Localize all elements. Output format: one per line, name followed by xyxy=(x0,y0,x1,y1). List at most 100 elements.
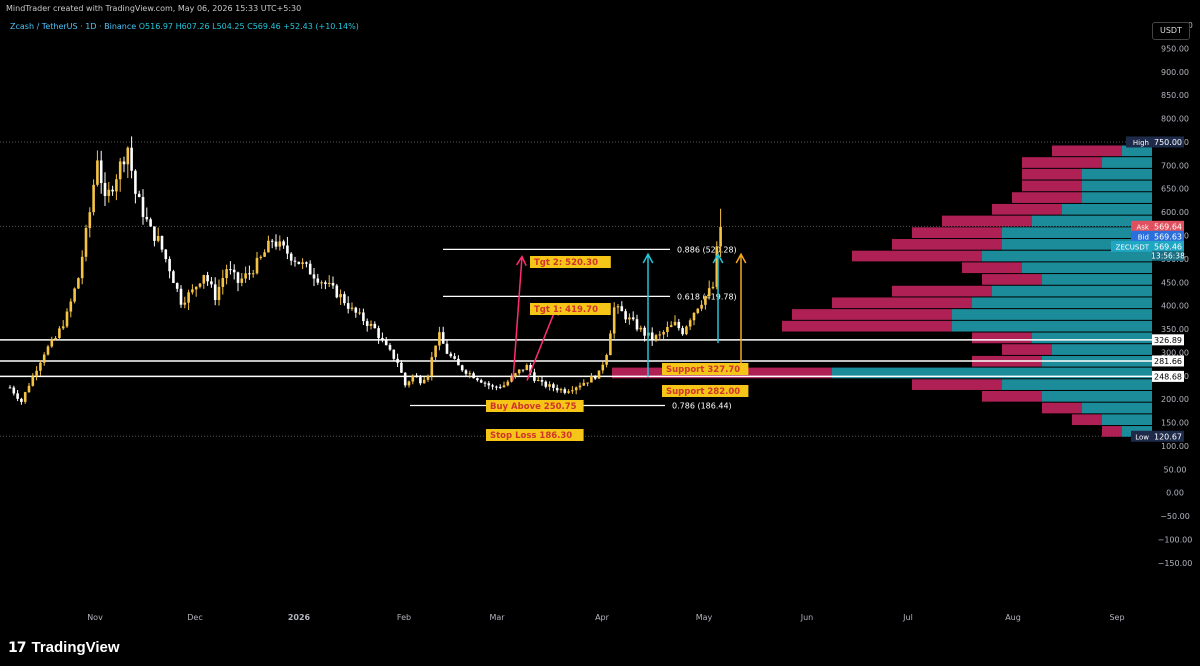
y-tick-label: −50.00 xyxy=(1160,512,1190,521)
candle-body xyxy=(259,256,263,258)
candle-body xyxy=(77,278,80,289)
candle-body xyxy=(445,343,449,354)
y-tick-label: −100.00 xyxy=(1158,535,1193,544)
candle-body xyxy=(411,375,415,382)
volume-profile-pink-bar xyxy=(1022,168,1082,180)
candle-body xyxy=(707,288,711,297)
price-tag-name-box xyxy=(1131,430,1152,442)
price-axis-bg xyxy=(1152,18,1200,630)
candle-body xyxy=(635,319,639,330)
volume-profile-pink-bar xyxy=(912,227,1002,239)
price-tag-box xyxy=(1152,430,1184,442)
candle-body xyxy=(39,362,42,371)
candle-body xyxy=(358,312,361,314)
cyan-up-arrow-head xyxy=(712,252,724,264)
y-tick-label: 950.00 xyxy=(1161,44,1189,53)
candle-body xyxy=(540,380,544,382)
volume-profile-pink-bar xyxy=(942,215,1032,227)
candle-body xyxy=(464,370,468,374)
price-tag-value: 750.00 xyxy=(1154,138,1182,147)
volume-profile-teal-bar xyxy=(832,367,1152,379)
annotation-box xyxy=(530,256,611,268)
fib-level-label: 0.886 (520.28) xyxy=(677,245,737,254)
candle-body xyxy=(495,386,498,388)
volume-profile-teal-bar xyxy=(1052,344,1152,355)
volume-profile-pink-bar xyxy=(852,250,982,262)
candle-body xyxy=(529,365,532,373)
candle-body xyxy=(229,269,232,271)
candle-body xyxy=(213,284,217,301)
candle-body xyxy=(240,278,244,283)
candle-body xyxy=(130,147,133,171)
candle-body xyxy=(506,381,510,386)
candle-body xyxy=(403,372,407,386)
candle-body xyxy=(339,294,342,298)
candle-body xyxy=(373,323,377,329)
candle-body xyxy=(111,189,114,192)
y-tick-label: 900.00 xyxy=(1161,68,1189,77)
price-tag-box xyxy=(1152,370,1184,382)
candle-body xyxy=(126,147,130,165)
price-tag-name-box xyxy=(1131,230,1152,242)
candle-body xyxy=(217,286,221,301)
candle-body xyxy=(316,278,320,283)
volume-profile-pink-bar xyxy=(972,332,1032,344)
candle-body xyxy=(419,377,422,384)
candle-body xyxy=(35,370,38,376)
candle-body xyxy=(198,283,202,287)
volume-profile-pink-bar xyxy=(1002,344,1052,355)
volume-profile-pink-bar xyxy=(1042,402,1082,414)
candle-body xyxy=(552,384,555,388)
candle-body xyxy=(574,387,578,391)
chart-credit: MindTrader created with TradingView.com,… xyxy=(6,4,302,13)
candle-body xyxy=(251,273,255,275)
candle-body xyxy=(593,376,597,379)
volume-profile-pink-bar xyxy=(962,262,1022,274)
candle-body xyxy=(616,306,620,308)
candle-body xyxy=(525,365,529,371)
candle-body xyxy=(324,282,327,284)
volume-profile-pink-bar xyxy=(982,390,1042,402)
symbol-line: Zcash / TetherUS · 1D · Binance O516.97 … xyxy=(10,22,359,31)
candle-body xyxy=(346,303,350,309)
candle-body xyxy=(73,288,76,302)
candle-body xyxy=(248,273,251,275)
currency-button[interactable]: USDT xyxy=(1152,22,1190,40)
candle-body xyxy=(628,317,631,320)
candle-body xyxy=(191,289,194,293)
countdown-box xyxy=(1152,250,1184,261)
annotation-label: Support 282.00 xyxy=(666,387,740,397)
fib-level-label: 0.618 (419.78) xyxy=(677,292,737,301)
candle-body xyxy=(115,179,118,192)
cyan-up-arrow-head xyxy=(642,252,654,264)
candle-body xyxy=(31,375,35,386)
volume-profile-pink-bar xyxy=(992,203,1062,215)
tradingview-logo[interactable]: 17 TradingView xyxy=(8,639,120,656)
candle-body xyxy=(536,380,540,382)
candle-body xyxy=(221,278,225,287)
price-tag-name: Ask xyxy=(1137,223,1150,231)
candle-body xyxy=(483,382,487,384)
candle-body xyxy=(103,182,107,196)
volume-profile-pink-bar xyxy=(1022,157,1102,168)
candle-body xyxy=(88,212,92,229)
price-tag-value: 569.63 xyxy=(1154,232,1182,241)
annotation-box xyxy=(662,385,749,397)
candle-body xyxy=(61,326,65,329)
candle-body xyxy=(236,272,240,283)
candle-body xyxy=(141,197,145,217)
volume-profile-pink-bar xyxy=(912,379,1002,390)
candle-body xyxy=(278,241,282,247)
volume-profile-teal-bar xyxy=(1002,239,1152,250)
candle-body xyxy=(609,333,612,356)
candle-body xyxy=(210,281,213,285)
candle-body xyxy=(8,387,12,389)
price-tag-value: 248.68 xyxy=(1154,372,1182,381)
volume-profile-pink-bar xyxy=(792,309,952,320)
candle-body xyxy=(548,384,551,387)
volume-profile-teal-bar xyxy=(1102,157,1152,168)
candle-body xyxy=(555,387,559,391)
volume-profile-teal-bar xyxy=(992,285,1152,297)
candle-body xyxy=(20,398,23,402)
